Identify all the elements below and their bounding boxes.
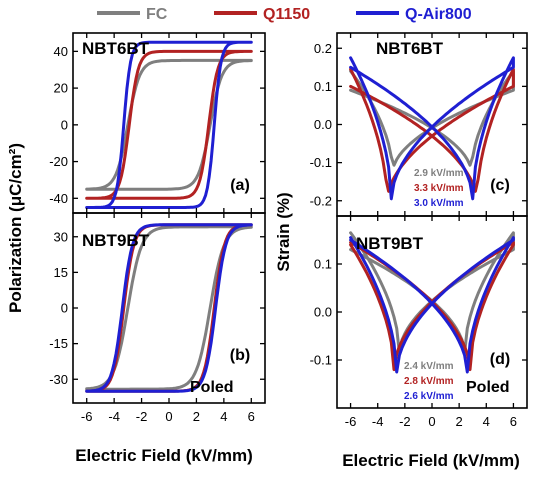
x-tick-label: -6 [81, 409, 93, 424]
coercive-field-annotation: 2.4 kV/mm [404, 361, 454, 372]
x-axis-label-left: Electric Field (kV/mm) [75, 446, 253, 465]
series-q-air800-loop [85, 223, 253, 393]
y-tick-label: 40 [54, 44, 68, 59]
x-tick-label: -4 [372, 414, 384, 429]
x-tick-label: 6 [248, 409, 255, 424]
panel-tag: (c) [490, 177, 510, 194]
legend-label-q1150: Q1150 [263, 6, 310, 23]
y-tick-label: 30 [54, 229, 68, 244]
panel-b: -30 -15 0 15 30 -6 -4 -2 0 2 4 6 NBT9BT (b) Poled [49, 212, 266, 424]
x-tick-label: 0 [428, 414, 435, 429]
y-tick-label: 0.0 [314, 117, 332, 132]
curves [85, 40, 253, 209]
y-tick-label: 0.0 [314, 305, 332, 320]
series-fc-loop [85, 58, 253, 191]
y-tick-label: -0.1 [310, 155, 332, 170]
curves [349, 56, 515, 201]
y-tick-label: -0.2 [310, 193, 332, 208]
series-q1150-loop [85, 49, 253, 200]
panel-title: NBT9BT [356, 234, 424, 253]
series-fc-loop [85, 225, 253, 391]
x-tick-label: 2 [456, 414, 463, 429]
coercive-field-annotation: 2.8 kV/mm [404, 376, 454, 387]
coercive-field-annotation: 3.0 kV/mm [414, 198, 464, 209]
panel-tag: (b) [230, 347, 250, 364]
panel-tag: (d) [490, 351, 510, 368]
panel-c: -0.2 -0.1 0.0 0.1 0.2 NBT6BT (c) 2.9 kV/mm 3.3 k… [310, 32, 528, 217]
x-tick-label: 4 [220, 409, 227, 424]
y-tick-label: -30 [49, 372, 68, 387]
y-tick-label: 0 [61, 117, 68, 132]
y-axis-label-polarization: Polarization (μC/cm²) [6, 143, 25, 313]
x-tick-label: 2 [193, 409, 200, 424]
y-tick-label: 0 [61, 301, 68, 316]
legend-label-fc: FC [146, 6, 168, 23]
x-tick-label: -6 [345, 414, 357, 429]
legend: FC Q1150 Q-Air800 [97, 6, 472, 23]
y-tick-label: 15 [54, 265, 68, 280]
x-tick-label: 6 [510, 414, 517, 429]
x-axis-label-right: Electric Field (kV/mm) [342, 451, 520, 470]
x-tick-label: 4 [483, 414, 490, 429]
series-q-air800-loop [85, 40, 253, 209]
y-tick-label: 20 [54, 81, 68, 96]
y-axis-label-strain: Strain (%) [274, 192, 293, 271]
x-tick-label: -2 [399, 414, 411, 429]
panel-title: NBT6BT [82, 39, 150, 58]
curves [85, 223, 253, 393]
panel-title: NBT6BT [376, 39, 444, 58]
panel-title: NBT9BT [82, 231, 150, 250]
y-tick-label: -0.1 [310, 353, 332, 368]
panel-note: Poled [190, 379, 234, 396]
x-tick-label: 0 [165, 409, 172, 424]
y-tick-label: -15 [49, 336, 68, 351]
x-tick-label: -2 [136, 409, 148, 424]
y-tick-label: -40 [49, 191, 68, 206]
coercive-field-annotation: 2.6 kV/mm [404, 391, 454, 402]
y-tick-label: 0.1 [314, 257, 332, 272]
y-tick-label: -20 [49, 154, 68, 169]
series-q-air800-loop [349, 236, 515, 374]
panel-tag: (a) [230, 177, 250, 194]
y-tick-label: 0.1 [314, 79, 332, 94]
curves [349, 231, 515, 374]
panel-note: Poled [466, 379, 510, 396]
legend-label-q-air800: Q-Air800 [405, 6, 472, 23]
y-tick-label: 0.2 [314, 41, 332, 56]
coercive-field-annotation: 3.3 kV/mm [414, 183, 464, 194]
series-q-air800-loop [349, 56, 515, 201]
x-tick-label: -4 [108, 409, 120, 424]
coercive-field-annotation: 2.9 kV/mm [414, 168, 464, 179]
panel-d: -0.1 0.0 0.1 -6 -4 -2 0 2 4 6 NBT9BT (d) Poled 2.4 kV… [310, 215, 528, 429]
panel-a: -40 -20 0 20 40 NBT6BT (a) [49, 32, 266, 214]
